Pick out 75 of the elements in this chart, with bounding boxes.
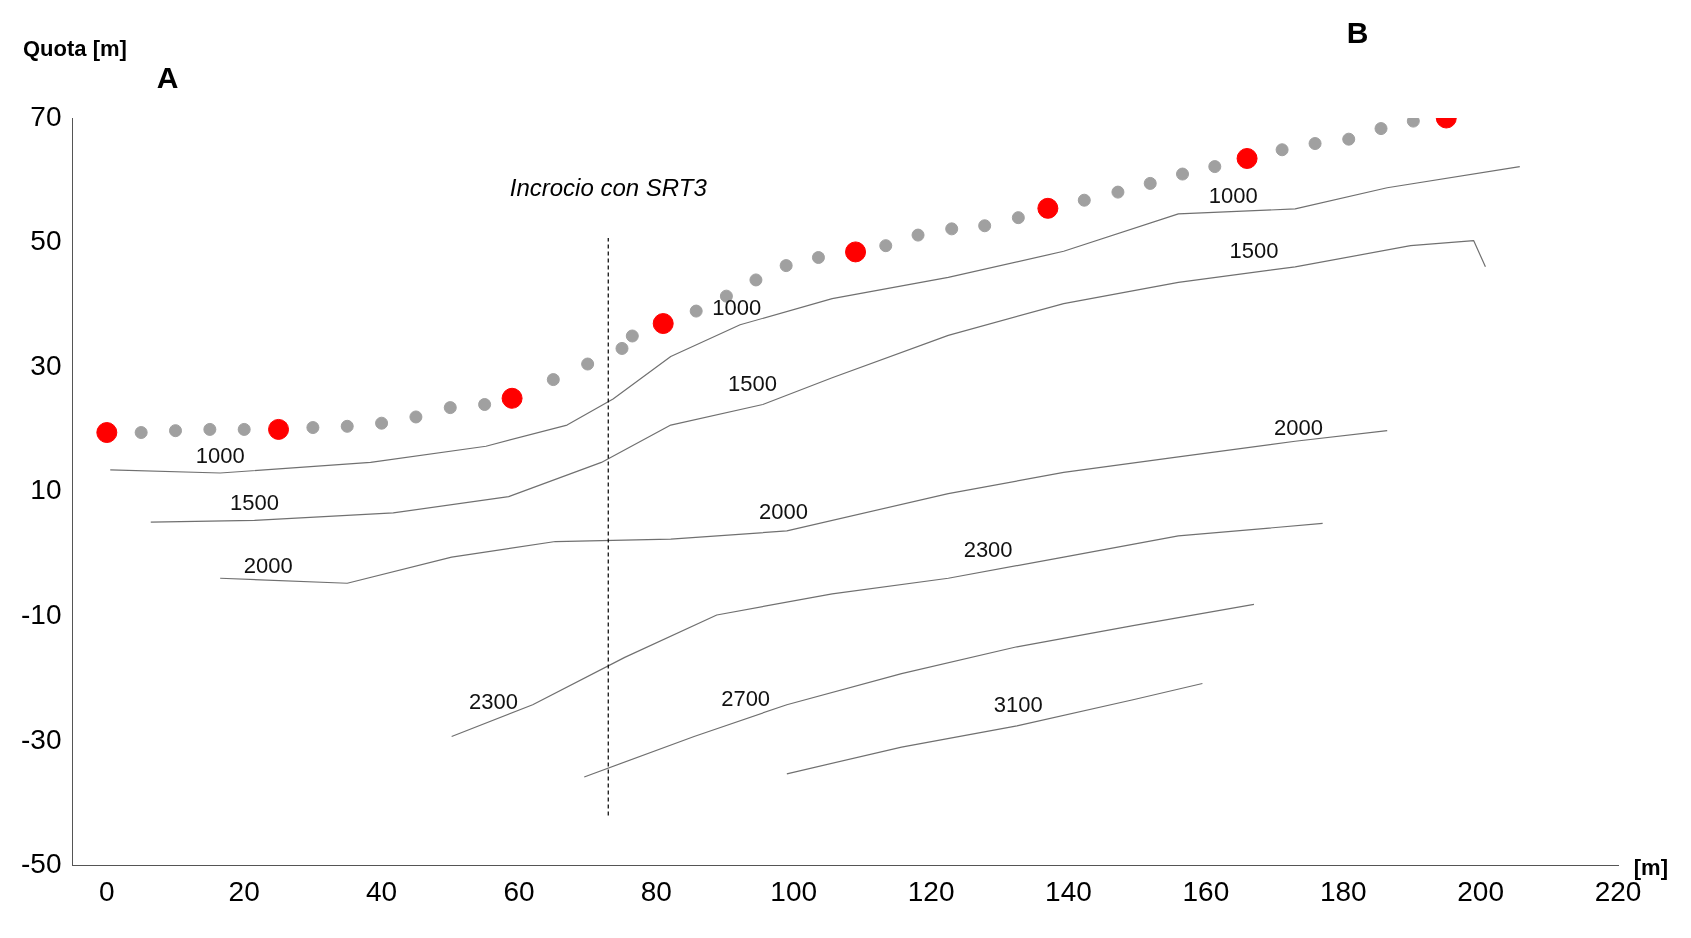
y-tick-label: -50	[21, 848, 62, 880]
point	[1342, 132, 1356, 146]
point	[237, 422, 251, 436]
point	[546, 373, 560, 387]
x-tick-label: 180	[1319, 875, 1367, 907]
x-tick-label: 100	[770, 875, 818, 907]
annotation: 1500	[728, 371, 777, 397]
point	[879, 239, 893, 253]
x-tick-label: 20	[228, 875, 260, 907]
point	[134, 426, 148, 440]
y-tick-label: 30	[30, 349, 62, 381]
x-tick-label: 0	[99, 875, 115, 907]
point	[501, 387, 523, 409]
x-tick-label: 80	[640, 875, 672, 907]
point	[911, 228, 925, 242]
point	[268, 418, 290, 440]
x-tick-label: 140	[1045, 875, 1092, 907]
point	[1111, 185, 1125, 199]
point	[978, 219, 992, 233]
point	[845, 241, 867, 263]
point	[1236, 147, 1258, 169]
point	[1176, 167, 1189, 181]
point	[169, 424, 182, 438]
point	[340, 419, 354, 433]
text: A	[156, 61, 179, 94]
point	[1143, 176, 1157, 190]
point	[96, 422, 118, 444]
annotation: 1500	[230, 489, 279, 515]
point	[1406, 118, 1420, 128]
y-axis-title: Quota [m]	[23, 36, 127, 61]
text: B	[1346, 16, 1369, 49]
point	[375, 416, 389, 430]
annotation: 2700	[721, 685, 771, 711]
point	[478, 398, 492, 411]
annotation: 1000	[712, 294, 762, 320]
y-tick-label: 10	[30, 474, 62, 506]
annotation: 2000	[1274, 415, 1324, 441]
point	[811, 251, 825, 265]
y-tick-label: -30	[21, 723, 62, 755]
point	[409, 410, 423, 424]
annotation: 2000	[758, 499, 808, 525]
point	[1077, 193, 1091, 207]
point	[652, 313, 674, 335]
point	[306, 421, 320, 435]
point	[1208, 160, 1222, 174]
ref-line-label: Incrocio con SRT3	[509, 174, 708, 201]
y-tick-label: 50	[30, 225, 62, 257]
x-tick-label: 40	[366, 875, 398, 907]
point	[203, 422, 217, 436]
y-tick-label: -10	[21, 598, 62, 630]
annotation: 2300	[963, 536, 1013, 562]
x-tick-label: 200	[1457, 875, 1504, 907]
point	[945, 222, 959, 236]
point	[1308, 137, 1322, 151]
y-tick-label: 70	[30, 100, 62, 132]
annotation: 3100	[993, 692, 1043, 718]
point	[689, 304, 703, 318]
annotation: 2000	[243, 553, 293, 579]
x-tick-label: 60	[503, 875, 535, 907]
point	[749, 273, 763, 287]
point	[1374, 122, 1388, 136]
point	[1037, 197, 1059, 219]
point	[1011, 211, 1025, 225]
point	[615, 341, 629, 355]
x-tick-label: 160	[1182, 875, 1230, 907]
annotation: 2300	[469, 689, 519, 715]
x-tick-label: 120	[907, 875, 955, 907]
annotation: 1500	[1229, 237, 1279, 263]
point	[1275, 143, 1289, 157]
point	[779, 259, 793, 273]
annotation: 1000	[1208, 182, 1258, 208]
point	[625, 329, 639, 343]
point	[443, 401, 457, 415]
annotation: 1000	[195, 443, 245, 469]
point	[581, 357, 595, 371]
